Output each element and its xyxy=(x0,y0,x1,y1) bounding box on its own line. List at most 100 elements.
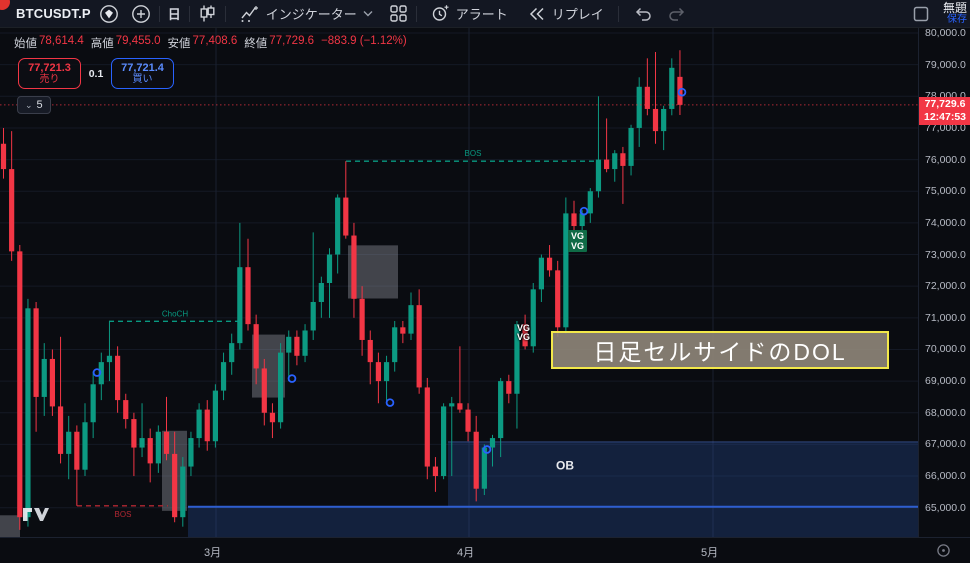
candle[interactable] xyxy=(612,153,618,170)
candle[interactable] xyxy=(253,324,259,369)
liquidity-zone[interactable] xyxy=(448,441,918,507)
candle[interactable] xyxy=(33,308,39,397)
candle[interactable] xyxy=(310,301,316,331)
candle[interactable] xyxy=(457,403,463,410)
candle[interactable] xyxy=(351,235,357,299)
liquidity-zone[interactable] xyxy=(188,506,918,537)
candle[interactable] xyxy=(538,257,544,290)
candle[interactable] xyxy=(489,438,496,448)
order-block-box[interactable] xyxy=(0,515,20,537)
candle[interactable] xyxy=(375,362,381,382)
candle[interactable] xyxy=(49,358,55,407)
add-symbol-icon[interactable] xyxy=(131,2,151,26)
candle[interactable] xyxy=(595,159,602,192)
candle[interactable] xyxy=(237,267,243,344)
symbol-button[interactable]: BTCUSDT.P xyxy=(16,6,91,21)
candle[interactable] xyxy=(359,298,365,340)
layout-title[interactable]: 無題 xyxy=(942,0,967,15)
candle[interactable] xyxy=(180,466,186,518)
save-button[interactable]: 保存 xyxy=(947,13,967,25)
candle[interactable] xyxy=(465,409,471,432)
candle[interactable] xyxy=(449,403,455,407)
candle[interactable] xyxy=(343,197,349,236)
candle[interactable] xyxy=(620,153,626,166)
symbol-gem-icon[interactable] xyxy=(99,2,119,26)
candle-style-icon[interactable] xyxy=(198,2,217,26)
candle[interactable] xyxy=(204,409,210,442)
candle[interactable] xyxy=(163,431,170,454)
candle[interactable] xyxy=(506,381,512,394)
candle[interactable] xyxy=(188,438,194,467)
candle[interactable] xyxy=(579,213,585,227)
candle[interactable] xyxy=(302,330,308,356)
sell-button[interactable]: 77,721.3 売り xyxy=(18,58,81,89)
redo-icon[interactable] xyxy=(667,2,687,26)
candle[interactable] xyxy=(392,327,398,363)
select-layout-icon[interactable] xyxy=(913,2,929,26)
candle[interactable] xyxy=(400,327,406,334)
candle[interactable] xyxy=(82,422,88,470)
candle[interactable] xyxy=(172,453,178,518)
candle[interactable] xyxy=(335,197,341,255)
candle[interactable] xyxy=(318,283,324,302)
candle[interactable] xyxy=(90,384,96,423)
fvg-circle-marker[interactable] xyxy=(385,398,395,407)
vg-fvg-badge[interactable]: VG VG xyxy=(568,230,588,252)
candle[interactable] xyxy=(278,352,284,423)
candle[interactable] xyxy=(587,191,593,214)
candle[interactable] xyxy=(57,406,64,454)
notification-badge[interactable] xyxy=(0,0,10,10)
candle[interactable] xyxy=(147,438,153,464)
candle[interactable] xyxy=(473,431,479,489)
buy-button[interactable]: 77,721.4 買い xyxy=(111,58,174,89)
candle[interactable] xyxy=(123,400,129,420)
candle[interactable] xyxy=(115,355,121,401)
candle[interactable] xyxy=(604,159,610,170)
tradingview-logo[interactable] xyxy=(22,502,50,527)
replay-button[interactable]: リプレイ xyxy=(522,2,610,26)
price-scale[interactable]: 80,000.0 79,000.0 78,000.0 77,000.0 76,000.0… xyxy=(918,27,970,537)
candle[interactable] xyxy=(555,270,561,328)
candle[interactable] xyxy=(563,213,569,328)
fvg-circle-marker[interactable] xyxy=(287,374,297,383)
candle[interactable] xyxy=(628,127,634,166)
vg-fvg-text[interactable]: VG VG xyxy=(517,324,530,342)
candle[interactable] xyxy=(294,336,300,356)
candle[interactable] xyxy=(98,362,104,385)
fvg-circle-marker[interactable] xyxy=(677,87,687,97)
candle[interactable] xyxy=(481,447,487,489)
fvg-circle-marker[interactable] xyxy=(92,368,102,377)
candlestick-chart[interactable]: OB ChoCH BOS BOS xyxy=(0,28,918,537)
candle[interactable] xyxy=(196,409,202,439)
candle[interactable] xyxy=(139,438,145,448)
candle[interactable] xyxy=(424,387,430,467)
candle[interactable] xyxy=(441,406,447,477)
alert-button[interactable]: アラート xyxy=(425,2,514,26)
legend-toggle-button[interactable]: ⌄ 5 xyxy=(17,96,51,114)
undo-icon[interactable] xyxy=(633,2,653,26)
candle[interactable] xyxy=(66,431,72,454)
candle[interactable] xyxy=(571,213,577,227)
candle[interactable] xyxy=(261,368,267,413)
time-scale[interactable]: 3月 4月 5月 xyxy=(0,537,970,563)
layout-grid-icon[interactable] xyxy=(389,2,408,26)
candle[interactable] xyxy=(644,86,650,109)
candle[interactable] xyxy=(106,355,113,363)
candle[interactable] xyxy=(530,289,536,347)
candle[interactable] xyxy=(514,324,520,394)
candle[interactable] xyxy=(652,108,659,132)
candle[interactable] xyxy=(326,254,333,284)
candle[interactable] xyxy=(522,324,528,347)
candle[interactable] xyxy=(74,431,80,470)
candle[interactable] xyxy=(498,381,504,439)
candle[interactable] xyxy=(25,308,31,518)
candle[interactable] xyxy=(131,419,137,448)
candle[interactable] xyxy=(245,267,251,325)
candle[interactable] xyxy=(677,76,683,105)
indicators-button[interactable]: インジケーター xyxy=(234,2,379,26)
candle[interactable] xyxy=(367,339,373,363)
fvg-circle-marker[interactable] xyxy=(579,206,589,216)
candle[interactable] xyxy=(546,257,553,271)
candle[interactable] xyxy=(636,86,642,128)
fvg-circle-marker[interactable] xyxy=(482,445,492,454)
